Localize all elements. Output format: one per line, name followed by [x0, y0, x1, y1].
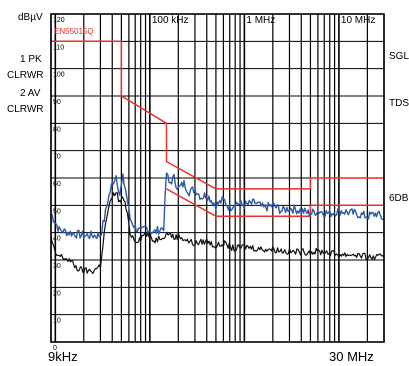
y-tick-label: 50 — [53, 208, 61, 215]
plot-frame — [50, 13, 385, 343]
x-end-label: 30 MHz — [329, 349, 374, 364]
x-decade-label: 100 kHz — [152, 15, 189, 26]
unit-label: dBµV — [18, 12, 43, 23]
limit-line — [51, 40, 384, 190]
y-tick-label: 10 — [53, 318, 61, 325]
y-tick-label: 40 — [53, 236, 61, 243]
x-start-label: 9kHz — [48, 349, 78, 364]
x-decade-label: 10 MHz — [341, 15, 375, 26]
y-tick-label: 100 — [53, 72, 65, 79]
trace2-mode: CLRWR — [7, 104, 44, 115]
y-tick-label: 30 — [53, 263, 61, 270]
tds-indicator: TDS — [389, 98, 409, 109]
trace2-id: 2 AV — [20, 88, 41, 99]
measurement-traces — [50, 172, 385, 275]
trace-1-peak — [50, 172, 385, 240]
y-tick-label: 120 — [53, 17, 65, 24]
y-tick-label: 0 — [53, 345, 57, 352]
trace1-mode: CLRWR — [7, 70, 44, 81]
limit-line-label: EN55015Q — [54, 27, 94, 36]
limit-lines — [51, 40, 384, 218]
6db-indicator: 6DB — [389, 193, 409, 204]
sgl-indicator: SGL — [389, 51, 409, 62]
y-tick-label: 60 — [53, 181, 61, 188]
trace-2-average — [50, 192, 385, 275]
trace1-id: 1 PK — [20, 54, 42, 65]
y-tick-label: 80 — [53, 126, 61, 133]
y-tick-label: 110 — [53, 44, 64, 51]
limit-line — [166, 188, 384, 218]
y-tick-label: 20 — [53, 290, 61, 297]
x-decade-label: 1 MHz — [246, 15, 275, 26]
y-tick-label: 70 — [53, 154, 61, 161]
y-tick-label: 90 — [53, 99, 61, 106]
